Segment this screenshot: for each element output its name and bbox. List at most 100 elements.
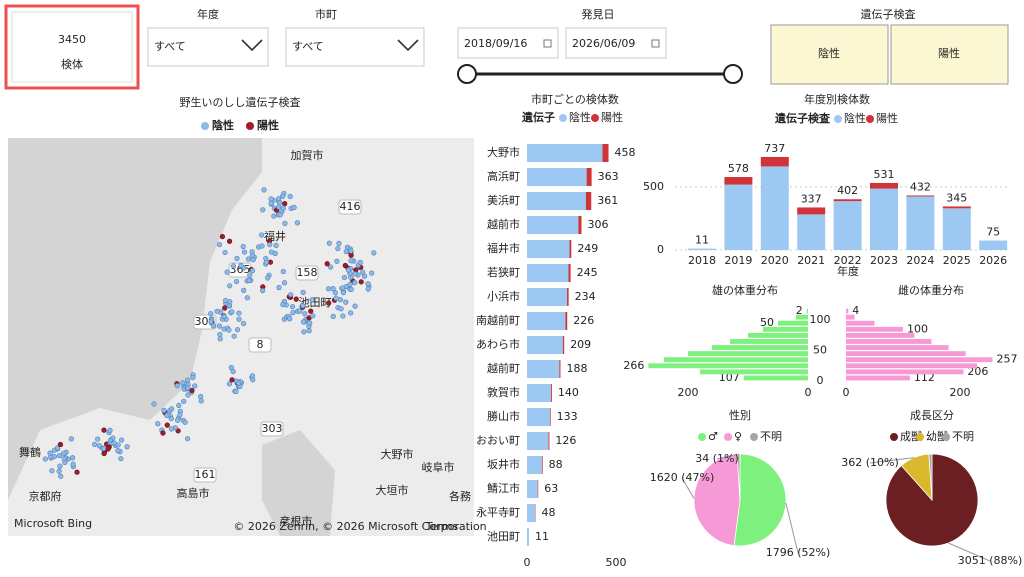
map-point [105, 446, 111, 452]
place-label: 岐阜市 [422, 460, 455, 474]
data-label: 266 [623, 359, 644, 372]
map-point [261, 187, 267, 193]
chart-title: 性別 [729, 408, 751, 422]
map-point [294, 220, 300, 226]
map-point [57, 441, 64, 448]
map-point [226, 238, 233, 244]
dropdown-value: すべて [292, 40, 324, 53]
map-point [160, 430, 166, 436]
place-label: 高島市 [177, 486, 210, 500]
toggle-button[interactable] [890, 24, 1009, 85]
map-point [49, 468, 55, 474]
legend-title: 遺伝子検査 [774, 111, 830, 125]
bar [548, 432, 550, 450]
y-tick-label: 0 [657, 243, 664, 256]
map-point [365, 286, 371, 292]
y-tick-label: 勝山市 [487, 409, 520, 423]
bar [833, 199, 862, 202]
map-point [338, 306, 344, 312]
bar [527, 480, 538, 498]
histogram-bar [778, 320, 808, 326]
map-point [234, 255, 240, 262]
map-point [259, 243, 265, 249]
map-point [352, 303, 358, 309]
y-tick-label: 永平寺町 [476, 505, 520, 519]
map-point [124, 444, 130, 450]
map-point [280, 193, 286, 199]
map-point [348, 286, 354, 293]
x-tick-label: 500 [606, 556, 627, 569]
card-value: 3450 [58, 33, 86, 46]
road-label: 416 [340, 200, 361, 213]
bar [602, 144, 609, 162]
map-point [300, 289, 306, 295]
legend-label: 陰性 [212, 118, 234, 132]
map-point [300, 303, 306, 309]
calendar-icon [651, 39, 660, 48]
bar [724, 177, 753, 185]
histogram-bar [688, 351, 808, 357]
date-box[interactable] [457, 27, 559, 59]
place-label: 各務 [449, 489, 471, 503]
x-tick-label: 2019 [724, 254, 752, 267]
map-point [227, 283, 233, 289]
leader-line [948, 542, 991, 562]
map-point [309, 297, 315, 303]
bar [979, 240, 1008, 250]
map-point [100, 446, 107, 452]
map-point [240, 243, 246, 250]
legend-dot [559, 114, 567, 122]
map-point [222, 249, 228, 256]
map-point [288, 292, 294, 298]
map-point [175, 428, 181, 434]
slider-handle[interactable] [723, 64, 743, 84]
map-point [371, 250, 377, 256]
x-tick-label: 0 [805, 386, 812, 399]
map-point [249, 268, 256, 274]
bar [585, 192, 592, 210]
slider-handle[interactable] [457, 64, 477, 84]
x-tick-label: 2026 [979, 254, 1007, 267]
map-point [287, 193, 293, 200]
y-tick-label: 坂井市 [487, 457, 520, 471]
map-point [155, 421, 161, 427]
map-point [352, 271, 358, 277]
road-label: 303 [262, 422, 283, 435]
map-point [185, 385, 191, 391]
bar [568, 264, 571, 282]
map-point [219, 233, 226, 240]
y-tick-label: 100 [810, 313, 831, 326]
map-point [217, 331, 223, 338]
map-point [61, 450, 67, 456]
data-label: 11 [535, 530, 549, 543]
bar [870, 188, 898, 250]
bar [906, 195, 935, 197]
map-point [216, 323, 223, 329]
legend-dot [591, 114, 599, 122]
map-point [230, 368, 236, 375]
bar [578, 216, 582, 234]
map-point [222, 305, 228, 311]
road-shield [260, 421, 284, 437]
map-point [247, 272, 253, 278]
map-point [168, 426, 175, 432]
place-label: 池田町 [299, 296, 332, 309]
map-point [343, 299, 349, 305]
road-label: 161 [195, 468, 216, 481]
map-point [348, 248, 354, 254]
x-tick-label: 200 [950, 386, 971, 399]
y-tick-label: 美浜町 [487, 194, 520, 207]
toggle-button[interactable] [770, 24, 889, 85]
map-point [208, 319, 214, 325]
map-point [268, 200, 274, 206]
date-box[interactable] [565, 27, 667, 59]
map-point [192, 383, 198, 389]
map-point [56, 452, 63, 459]
dropdown[interactable] [285, 27, 425, 67]
data-label: 306 [587, 218, 608, 231]
bar [527, 216, 579, 234]
chart-title: 市町ごとの検体数 [531, 92, 619, 106]
map-point [70, 461, 76, 467]
bar [527, 240, 570, 258]
map-point [343, 248, 349, 255]
